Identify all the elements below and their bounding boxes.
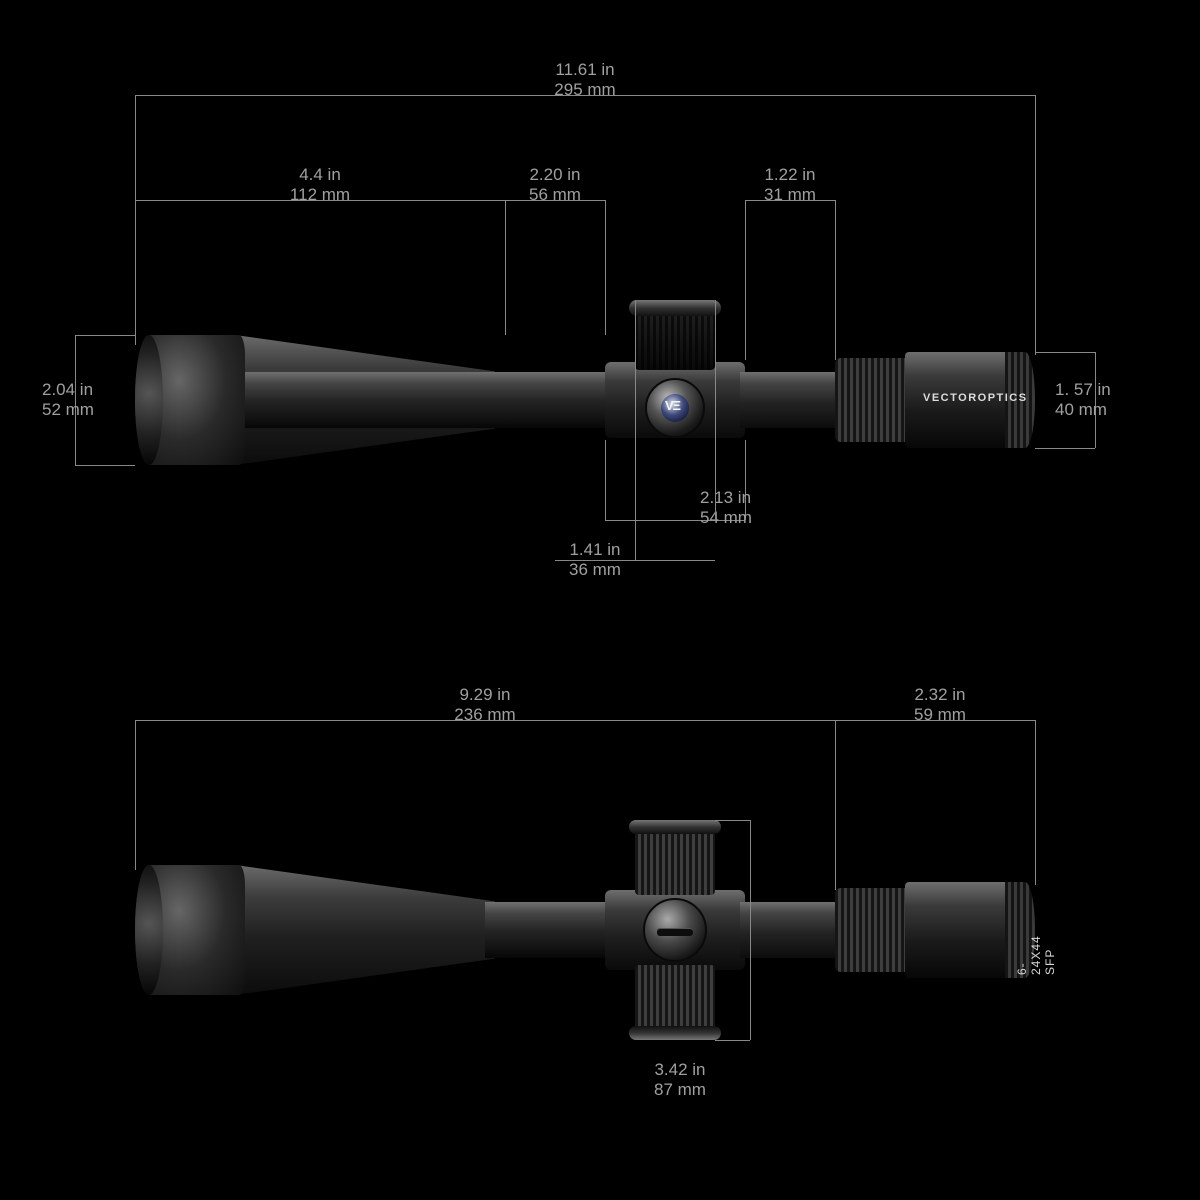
dim-in: 1.41 in xyxy=(540,540,650,560)
brand-text: VECTOROPTICS xyxy=(923,392,1028,404)
dim-mm: 56 mm xyxy=(500,185,610,205)
side-elevation-turret xyxy=(635,300,715,370)
dim-line-obj-dia-top xyxy=(75,335,135,336)
dim-line-front-tube xyxy=(135,200,505,201)
dim-line-mid-gap xyxy=(505,200,605,201)
dim-in: 2.04 in xyxy=(42,380,132,400)
dim-in: 1. 57 in xyxy=(1055,380,1155,400)
dim-line-turret-dia xyxy=(555,560,715,561)
dim-mm: 36 mm xyxy=(540,560,650,580)
dim-mm: 236 mm xyxy=(420,705,550,725)
dim-in: 3.42 in xyxy=(620,1060,740,1080)
side-objective-face xyxy=(135,335,163,465)
dim-tick xyxy=(75,335,76,465)
top-left-turret xyxy=(635,820,715,895)
dim-tick xyxy=(135,720,136,870)
dim-mm: 31 mm xyxy=(740,185,840,205)
dim-tick xyxy=(1095,352,1096,448)
top-center-cap xyxy=(643,898,707,962)
dim-top-turret-span: 3.42 in 87 mm xyxy=(620,1060,740,1101)
dim-line-top-front xyxy=(135,720,835,721)
dim-in: 9.29 in xyxy=(420,685,550,705)
dim-tick xyxy=(750,820,751,1040)
dim-line-saddle xyxy=(605,520,745,521)
dim-tick xyxy=(505,200,506,335)
dim-line-turret-span-top xyxy=(715,820,750,821)
dim-mm: 112 mm xyxy=(265,185,375,205)
top-objective-face xyxy=(135,865,163,995)
dim-tick xyxy=(135,95,136,345)
dim-in: 2.32 in xyxy=(880,685,1000,705)
top-rear-tube xyxy=(740,902,850,958)
dim-line-turret-span-bot xyxy=(715,1040,750,1041)
dim-tick xyxy=(835,200,836,360)
dim-in: 4.4 in xyxy=(265,165,375,185)
dim-tick xyxy=(745,440,746,520)
dim-saddle-width: 2.13 in 54 mm xyxy=(700,488,810,529)
dim-mm: 40 mm xyxy=(1055,400,1155,420)
dim-line-top-rear xyxy=(835,720,1035,721)
dim-in: 2.13 in xyxy=(700,488,810,508)
top-taper xyxy=(235,865,495,995)
dim-mm: 52 mm xyxy=(42,400,132,420)
dim-in: 11.61 in xyxy=(520,60,650,80)
top-right-turret xyxy=(635,965,715,1040)
top-magnification-ring xyxy=(835,888,915,972)
dim-tick xyxy=(605,440,606,520)
dim-in: 1.22 in xyxy=(740,165,840,185)
brand-logo-icon: VΞ xyxy=(665,398,685,418)
dim-tick xyxy=(635,300,636,560)
dim-line-eye-dia-bot xyxy=(1035,448,1095,449)
scope-side-view: VΞ VECTOROPTICS xyxy=(135,330,1035,470)
dim-line-overall xyxy=(135,95,1035,96)
side-magnification-ring xyxy=(835,358,915,442)
dim-tick xyxy=(835,720,836,890)
top-eyepiece xyxy=(905,882,1020,978)
model-label: 6-24X44 SFP xyxy=(1015,935,1057,975)
dim-tick xyxy=(715,300,716,520)
dim-tick xyxy=(1035,95,1036,355)
dim-tick xyxy=(745,200,746,360)
scope-top-view: 6-24X44 SFP xyxy=(135,830,1035,1030)
dim-mm: 87 mm xyxy=(620,1080,740,1100)
dim-mm: 295 mm xyxy=(520,80,650,100)
dim-mm: 59 mm xyxy=(880,705,1000,725)
dim-line-rear-gap xyxy=(745,200,835,201)
side-rear-tube xyxy=(740,372,850,428)
dim-line-eye-dia-top xyxy=(1035,352,1095,353)
dim-in: 2.20 in xyxy=(500,165,610,185)
dim-objective-dia: 2.04 in 52 mm xyxy=(42,380,132,421)
dim-tick xyxy=(1035,720,1036,885)
dim-tick xyxy=(605,200,606,335)
dim-line-obj-dia-bot xyxy=(75,465,135,466)
dim-eyepiece-dia: 1. 57 in 40 mm xyxy=(1055,380,1155,421)
dim-mm: 54 mm xyxy=(700,508,810,528)
